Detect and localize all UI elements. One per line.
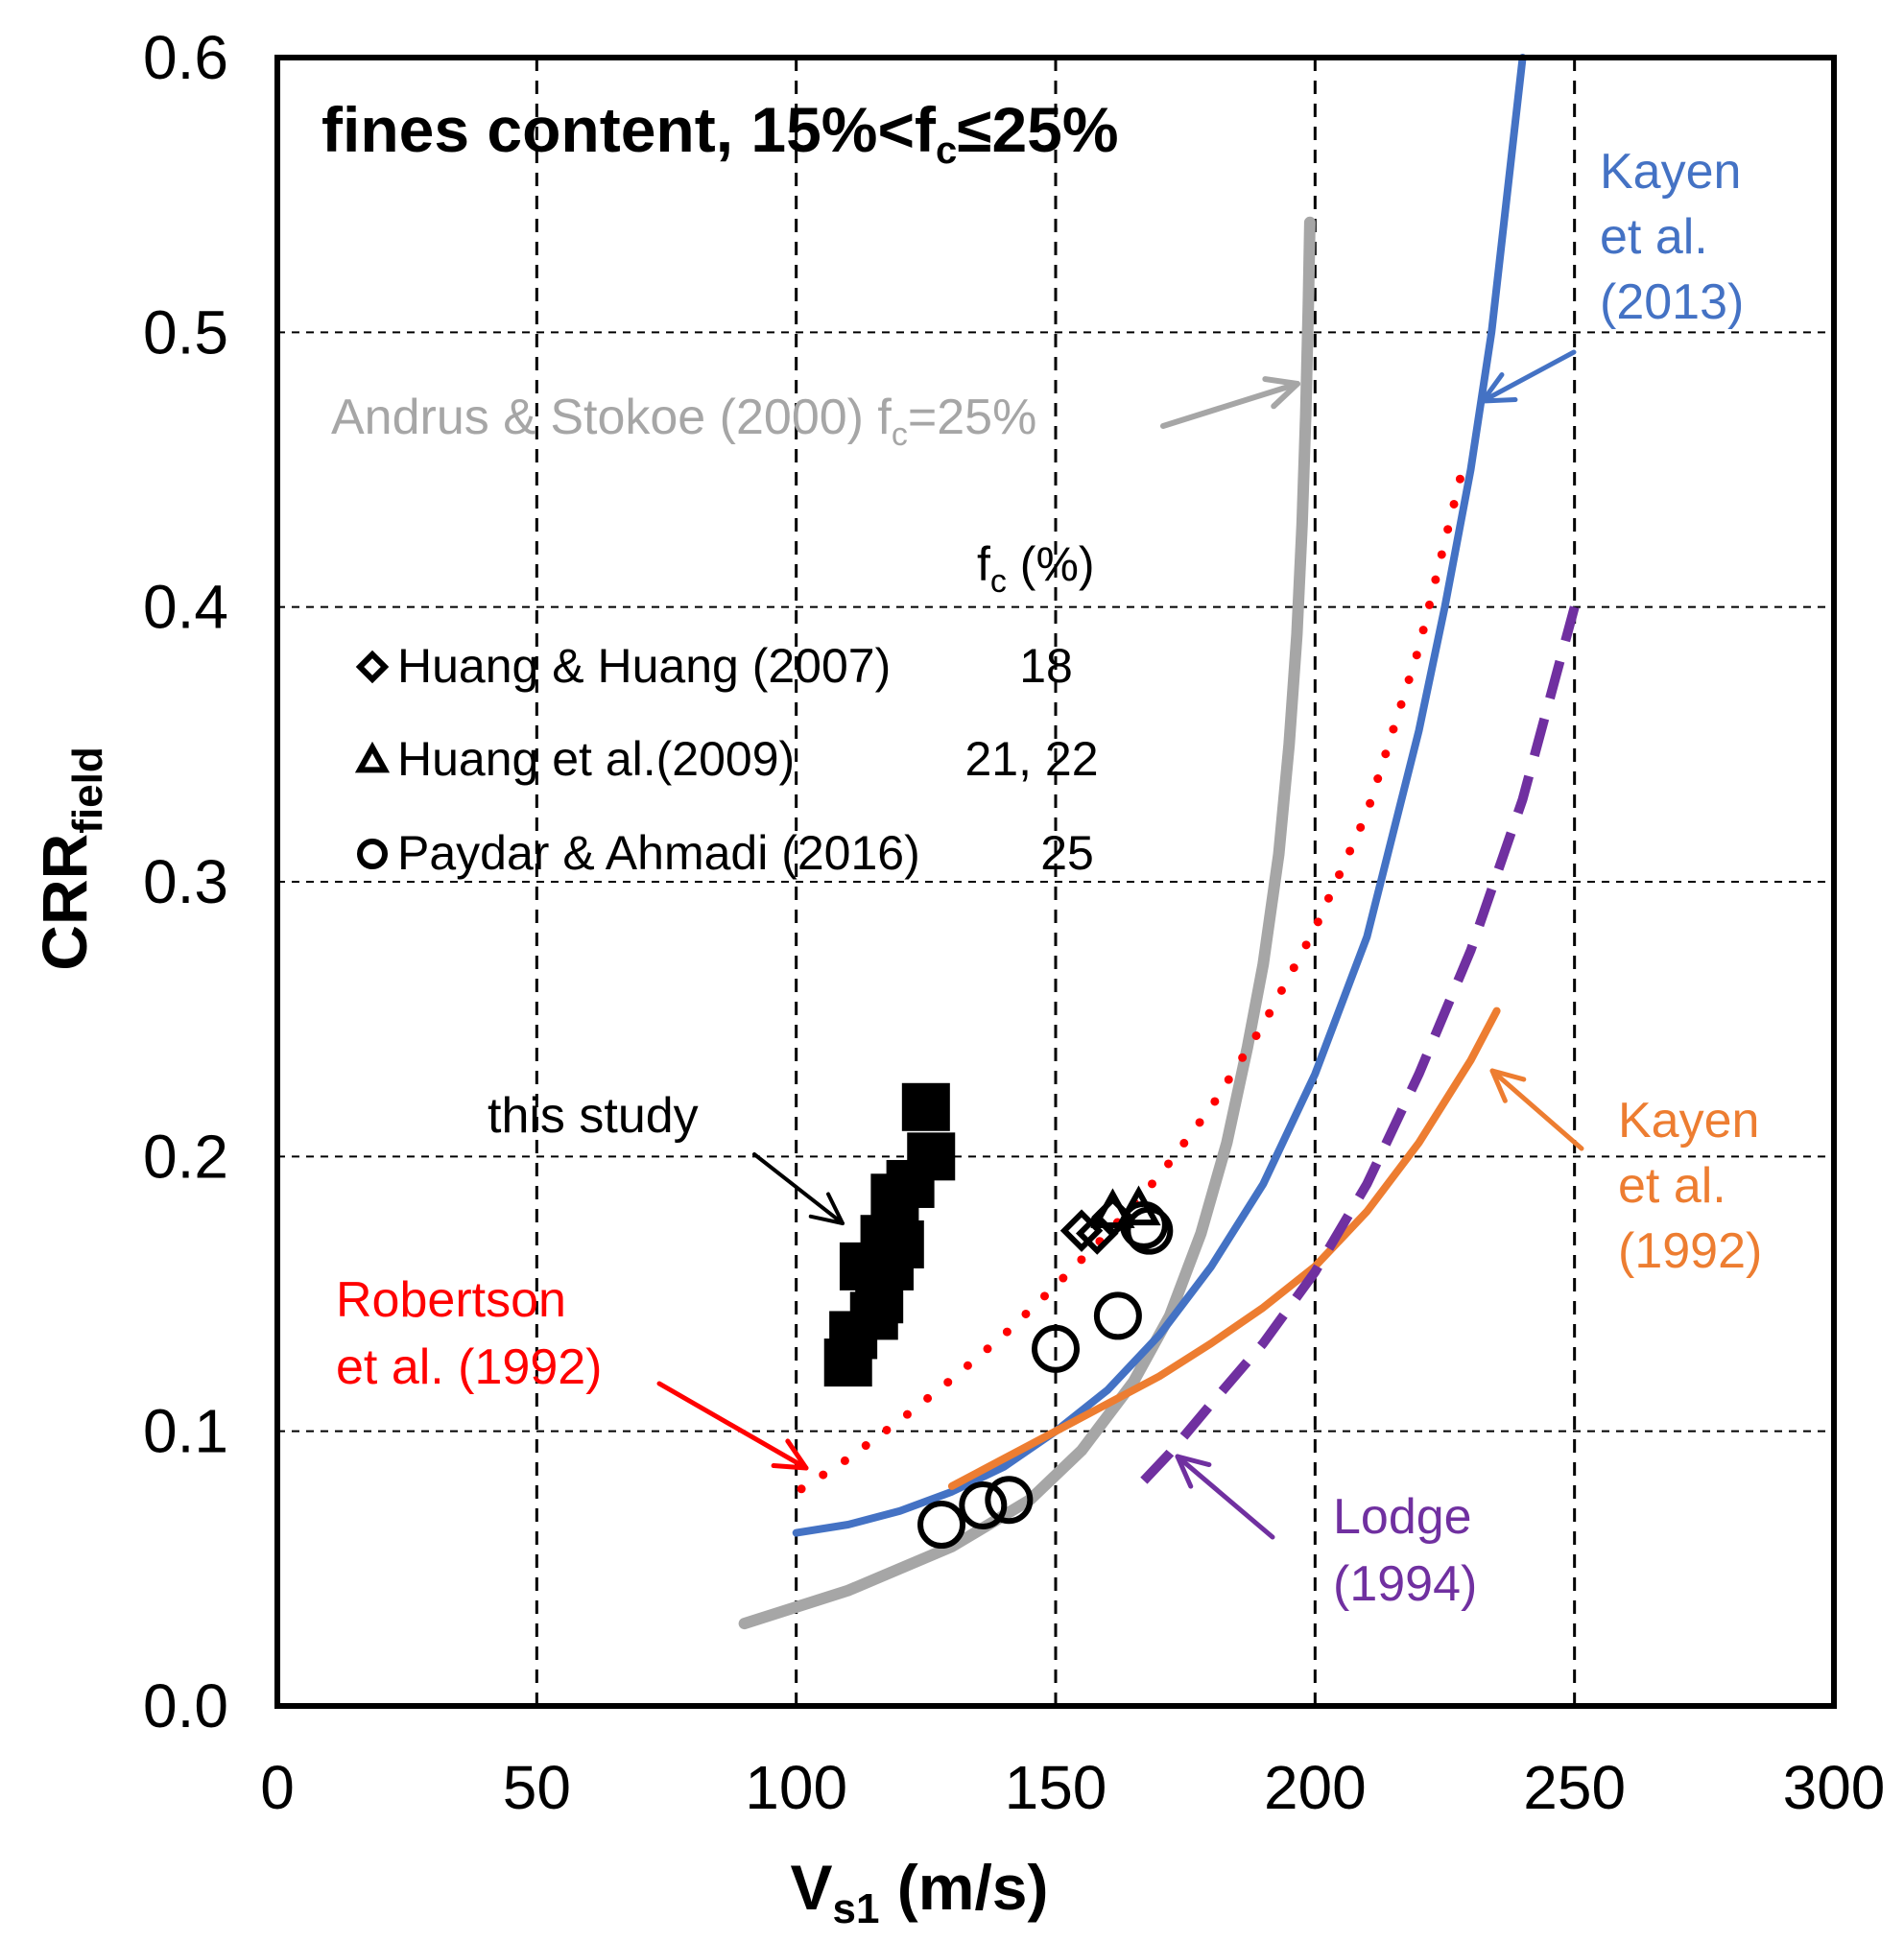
marker-layer [823,1082,1174,1550]
arrow-andrus [1160,376,1300,429]
y-tick-label: 0.1 [143,1397,228,1466]
data-point-paydar-ahmadi-2016 [1093,1291,1142,1340]
y-tick-label: 0.0 [143,1671,228,1741]
legend-label: Paydar & Ahmadi (2016) [397,826,920,880]
arrow-robertson-shaft [656,1381,809,1471]
legend-fc-value: 21, 22 [964,732,1098,786]
series-line-robertson-et-al-1992 [797,473,1465,1494]
annotation-label-kayen1992: et al. [1618,1158,1726,1214]
legend: fc (%) Huang & Huang (2007) 18 Huang et al.… [354,537,1099,880]
annotation-label-andrus: Andrus & Stokoe (2000) fc=25% [331,390,1036,453]
arrow-kayen-2013-shaft [1480,349,1577,404]
y-tick-label: 0.5 [143,297,228,367]
data-point-this-study [907,1132,956,1181]
annotation-label-robertson: et al. (1992) [336,1339,603,1395]
annotation-label-lodge: Lodge [1333,1489,1472,1545]
arrow-lodge [1175,1454,1275,1540]
series-line-andrus-stokoe-2000-fc-25 [738,216,1316,1630]
legend-label: Huang et al.(2009) [397,732,795,786]
annotation-label-kayen1992: Kayen [1618,1093,1759,1149]
y-tick-label: 0.6 [143,23,228,92]
data-point-this-study [901,1082,950,1131]
series-line-lodge-1994 [1140,605,1580,1484]
plot-frame [274,55,1837,1709]
x-tick-label: 0 [260,1753,295,1822]
y-tick-labels: 0.0 0.1 0.2 0.3 0.4 0.5 0.6 [143,23,228,1741]
annotations: Andrus & Stokoe (2000) fc=25% Kayen et al.… [331,144,1762,1612]
annotation-label-kayen2013: et al. [1600,209,1708,265]
arrow-robertson [656,1381,809,1471]
x-tick-label: 50 [503,1753,571,1822]
arrow-kayen-2013 [1480,349,1577,404]
x-tick-label: 300 [1783,1753,1886,1822]
arrow-this-study-shaft [752,1152,845,1225]
legend-header: fc (%) [977,537,1095,600]
series-layer [738,54,1580,1630]
y-tick-label: 0.3 [143,847,228,916]
x-tick-label: 250 [1523,1753,1626,1822]
legend-marker-diamond [355,650,390,684]
arrow-robertson-head [771,1438,809,1471]
annotation-label-thisstudy: this study [488,1088,699,1144]
y-tick-label: 0.2 [143,1122,228,1191]
annotation-label-robertson: Robertson [336,1272,566,1328]
data-point-this-study [875,1220,924,1268]
legend-marker-triangle [354,741,391,773]
arrow-kayen-2013-head [1480,371,1518,404]
x-tick-label: 100 [745,1753,847,1822]
x-axis-title: Vs1 (m/s) [790,1852,1048,1932]
arrow-kayen-1992 [1489,1068,1584,1151]
legend-label: Huang & Huang (2007) [397,639,891,693]
data-point-paydar-ahmadi-2016 [1032,1324,1080,1373]
arrow-this-study [752,1152,845,1225]
y-tick-label: 0.4 [143,573,228,642]
arrow-kayen-1992-shaft [1489,1068,1584,1151]
chart-title: fines content, 15%<fc≤25% [321,94,1119,172]
annotation-label-lodge: (1994) [1333,1556,1477,1612]
grid [277,58,1834,1706]
y-axis-title: CRRfield [29,746,111,970]
arrow-andrus-head [1262,376,1300,410]
annotation-label-kayen1992: (1992) [1618,1223,1762,1279]
annotation-label-kayen2013: (2013) [1600,274,1744,330]
data-point-paydar-ahmadi-2016 [1119,1200,1168,1249]
legend-fc-value: 25 [1040,826,1094,880]
data-point-huang-et-al-2009 [1090,1188,1135,1228]
arrow-kayen-1992-head [1489,1068,1527,1103]
arrow-this-study-head [808,1192,845,1225]
data-point-paydar-ahmadi-2016 [985,1476,1034,1525]
arrow-lodge-head [1175,1454,1212,1489]
data-point-paydar-ahmadi-2016 [959,1480,1008,1529]
data-point-paydar-ahmadi-2016 [1125,1206,1174,1255]
series-line-kayen-et-al-1992 [947,1007,1501,1490]
legend-marker-circle [357,839,388,869]
legend-fc-value: 18 [1019,639,1073,693]
data-point-paydar-ahmadi-2016 [917,1501,966,1550]
x-tick-label: 200 [1264,1753,1367,1822]
arrow-lodge-shaft [1175,1454,1275,1540]
series-line-kayen-et-al-2013 [792,54,1527,1537]
x-tick-label: 150 [1005,1753,1107,1822]
arrow-andrus-shaft [1160,381,1300,429]
x-tick-labels: 0 50 100 150 200 250 300 [260,1753,1885,1822]
annotation-label-kayen2013: Kayen [1600,144,1741,200]
